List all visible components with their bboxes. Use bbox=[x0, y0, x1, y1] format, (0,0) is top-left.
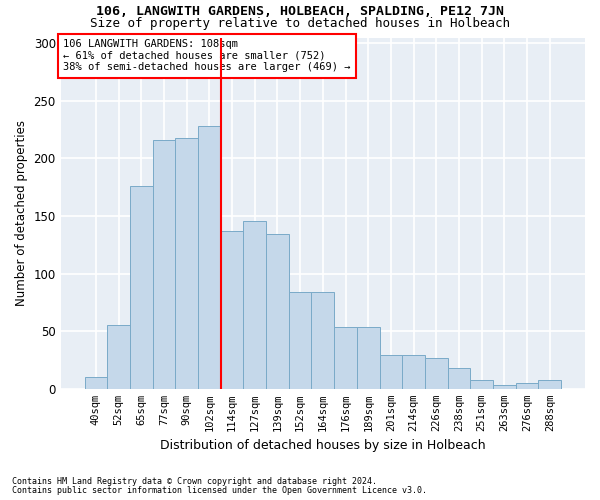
Text: Contains HM Land Registry data © Crown copyright and database right 2024.: Contains HM Land Registry data © Crown c… bbox=[12, 477, 377, 486]
Y-axis label: Number of detached properties: Number of detached properties bbox=[15, 120, 28, 306]
Text: 106, LANGWITH GARDENS, HOLBEACH, SPALDING, PE12 7JN: 106, LANGWITH GARDENS, HOLBEACH, SPALDIN… bbox=[96, 5, 504, 18]
Bar bbox=[152, 140, 175, 389]
Bar bbox=[470, 380, 493, 389]
Bar bbox=[175, 138, 198, 389]
Text: Contains public sector information licensed under the Open Government Licence v3: Contains public sector information licen… bbox=[12, 486, 427, 495]
Bar bbox=[85, 378, 107, 389]
Bar bbox=[334, 326, 357, 389]
Bar bbox=[130, 186, 152, 389]
Bar bbox=[538, 380, 561, 389]
Text: Size of property relative to detached houses in Holbeach: Size of property relative to detached ho… bbox=[90, 18, 510, 30]
X-axis label: Distribution of detached houses by size in Holbeach: Distribution of detached houses by size … bbox=[160, 440, 485, 452]
Bar bbox=[289, 292, 311, 389]
Text: 106 LANGWITH GARDENS: 108sqm
← 61% of detached houses are smaller (752)
38% of s: 106 LANGWITH GARDENS: 108sqm ← 61% of de… bbox=[63, 40, 351, 72]
Bar bbox=[448, 368, 470, 389]
Bar bbox=[357, 326, 380, 389]
Bar bbox=[380, 356, 402, 389]
Bar bbox=[198, 126, 221, 389]
Bar bbox=[311, 292, 334, 389]
Bar bbox=[516, 383, 538, 389]
Bar bbox=[244, 220, 266, 389]
Bar bbox=[425, 358, 448, 389]
Bar bbox=[107, 326, 130, 389]
Bar bbox=[402, 356, 425, 389]
Bar bbox=[266, 234, 289, 389]
Bar bbox=[493, 386, 516, 389]
Bar bbox=[221, 231, 244, 389]
